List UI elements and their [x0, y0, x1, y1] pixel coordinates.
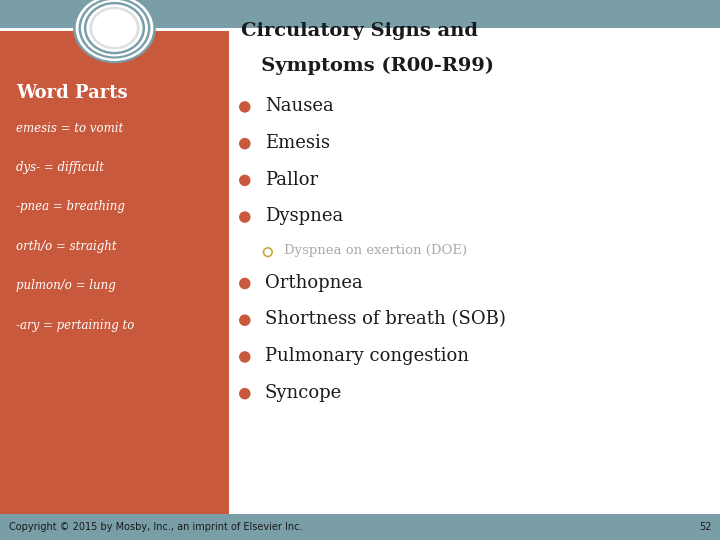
Text: emesis = to vomit: emesis = to vomit	[16, 122, 123, 134]
Text: Circulatory Signs and: Circulatory Signs and	[241, 22, 478, 39]
Ellipse shape	[81, 0, 148, 57]
Ellipse shape	[78, 0, 150, 59]
Text: Shortness of breath (SOB): Shortness of breath (SOB)	[265, 310, 506, 328]
Ellipse shape	[239, 174, 251, 186]
Ellipse shape	[73, 0, 156, 63]
Text: Orthopnea: Orthopnea	[265, 274, 363, 292]
Text: -pnea = breathing: -pnea = breathing	[16, 200, 125, 213]
Text: Pallor: Pallor	[265, 171, 318, 188]
Ellipse shape	[92, 9, 137, 47]
Text: dys- = difficult: dys- = difficult	[16, 161, 104, 174]
FancyBboxPatch shape	[0, 514, 720, 540]
Text: Dyspnea on exertion (DOE): Dyspnea on exertion (DOE)	[284, 244, 467, 257]
Ellipse shape	[89, 6, 140, 50]
Text: Word Parts: Word Parts	[16, 84, 127, 102]
Ellipse shape	[86, 4, 143, 52]
Ellipse shape	[239, 314, 251, 326]
Ellipse shape	[239, 211, 251, 223]
Ellipse shape	[239, 278, 251, 289]
Text: -ary = pertaining to: -ary = pertaining to	[16, 319, 134, 332]
Text: Pulmonary congestion: Pulmonary congestion	[265, 347, 469, 365]
Ellipse shape	[239, 138, 251, 150]
FancyBboxPatch shape	[0, 28, 229, 514]
Ellipse shape	[76, 0, 153, 61]
Text: Nausea: Nausea	[265, 97, 333, 115]
Text: Symptoms (R00-R99): Symptoms (R00-R99)	[241, 57, 494, 75]
Text: Copyright © 2015 by Mosby, Inc., an imprint of Elsevier Inc.: Copyright © 2015 by Mosby, Inc., an impr…	[9, 522, 302, 532]
Text: Dyspnea: Dyspnea	[265, 207, 343, 225]
Text: pulmon/o = lung: pulmon/o = lung	[16, 279, 116, 292]
Ellipse shape	[239, 351, 251, 363]
Ellipse shape	[239, 388, 251, 400]
FancyBboxPatch shape	[0, 28, 229, 31]
Text: 52: 52	[699, 522, 711, 532]
Text: orth/o = straight: orth/o = straight	[16, 240, 117, 253]
Text: Syncope: Syncope	[265, 384, 342, 402]
Text: Emesis: Emesis	[265, 134, 330, 152]
Ellipse shape	[84, 2, 145, 55]
FancyBboxPatch shape	[0, 0, 720, 28]
Ellipse shape	[239, 101, 251, 113]
